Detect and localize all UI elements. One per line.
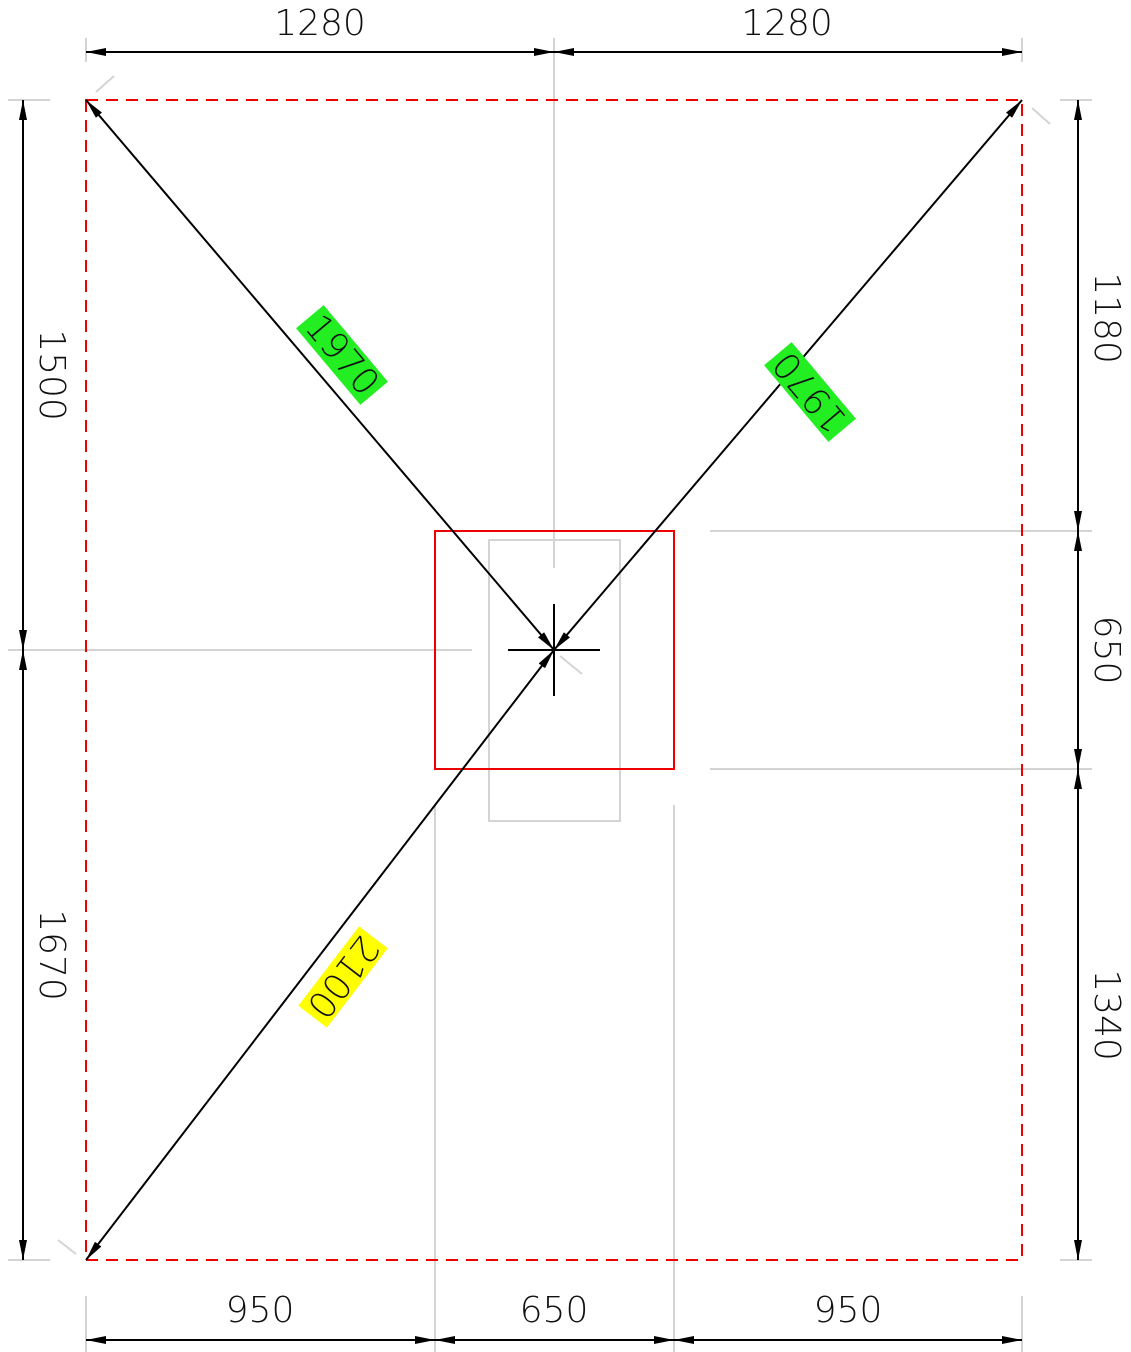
dim-label: 1180 [1086,272,1127,364]
dim-label: 950 [226,1290,295,1331]
dim-label: 1280 [274,3,366,44]
extension-lines [8,38,1092,1352]
dim-label: 650 [520,1290,589,1331]
dimension-lines [19,48,1082,1344]
dim-label: 1280 [741,3,833,44]
dim-label: 1340 [1086,969,1127,1061]
dim-label: 1500 [31,329,72,421]
diag-label: 2100 [298,926,388,1028]
dim-label: 950 [814,1290,883,1331]
dim-label: 1670 [31,909,72,1001]
dim-label: 650 [1086,616,1127,685]
diag-label: 1970 [764,342,856,442]
diag-label: 1970 [296,305,388,405]
